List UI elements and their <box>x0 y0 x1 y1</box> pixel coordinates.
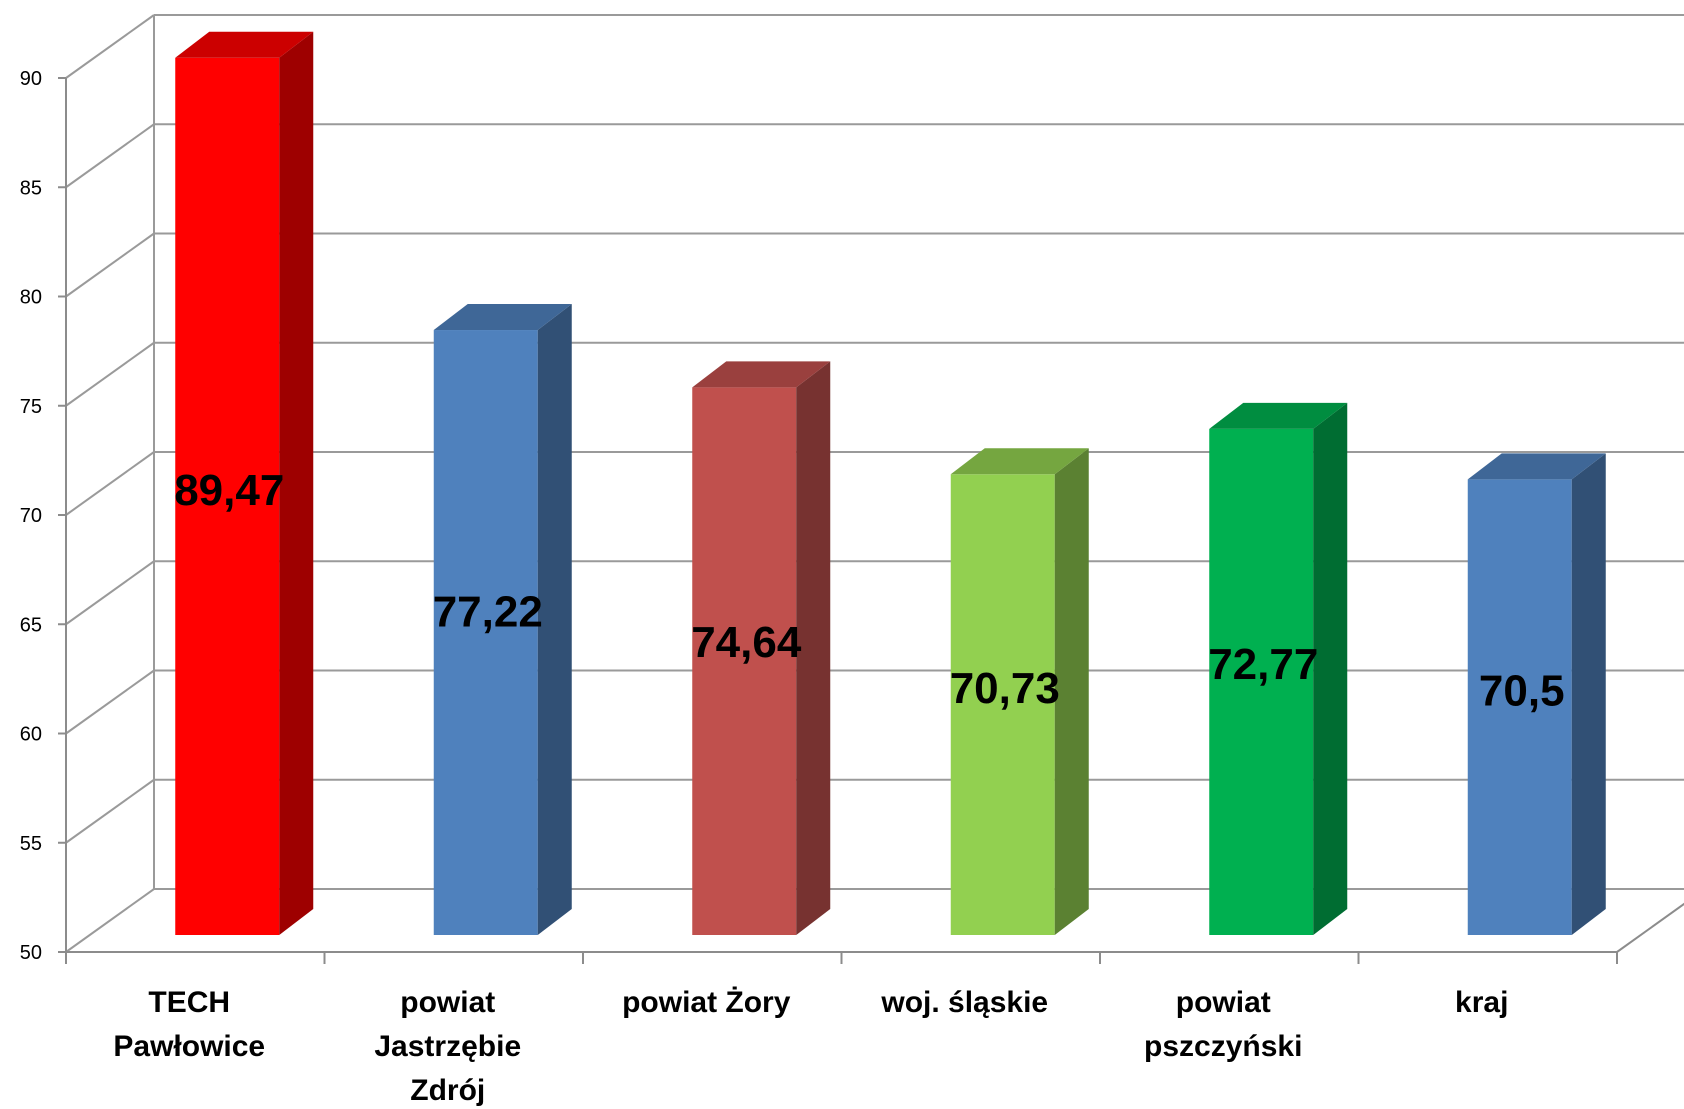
y-tick-label: 90 <box>20 68 42 90</box>
data-label: 70,5 <box>1479 667 1565 716</box>
y-tick-label: 50 <box>20 942 42 964</box>
bar-top <box>1209 402 1348 429</box>
x-tick-label: TECH Pawłowice <box>113 986 265 1063</box>
bar-front <box>175 57 280 936</box>
x-tick-label: kraj <box>1455 986 1508 1019</box>
x-tick-label: powiat Żory <box>622 986 791 1019</box>
y-tick-label: 75 <box>20 396 42 418</box>
data-label: 77,22 <box>433 587 543 636</box>
gridline-diagonal <box>65 451 155 516</box>
gridline-diagonal <box>65 778 155 844</box>
y-axis: 50 55 60 65 70 75 80 85 90 <box>20 68 1618 964</box>
bar-front <box>433 330 538 935</box>
y-tick-label: 65 <box>20 614 42 636</box>
data-label: 70,73 <box>950 664 1060 713</box>
y-tick-label: 70 <box>20 505 42 527</box>
bar-side <box>279 31 314 936</box>
data-label: 72,77 <box>1208 640 1318 689</box>
bar-front <box>692 387 797 936</box>
gridline-diagonal <box>65 14 155 79</box>
bar: 70,5 <box>1467 453 1606 935</box>
gridline-diagonal <box>65 232 155 298</box>
data-label: 74,64 <box>691 618 802 667</box>
bar-top <box>692 361 831 388</box>
bar: 74,64 <box>691 361 831 936</box>
bar-side <box>1571 453 1606 935</box>
y-tick-label: 60 <box>20 724 42 746</box>
data-label: 89,47 <box>174 466 284 515</box>
bar-side <box>537 304 572 935</box>
gridline-diagonal <box>65 669 155 735</box>
gridline-diagonal <box>65 123 155 189</box>
bar-side <box>1313 402 1348 935</box>
bar-top <box>433 304 572 331</box>
bar: 72,77 <box>1208 402 1348 935</box>
bar-top <box>175 31 314 58</box>
x-tick-label: woj. śląskie <box>880 986 1048 1019</box>
bar-top <box>1467 453 1606 480</box>
bar: 70,73 <box>950 448 1089 935</box>
x-tick-label: powiat Jastrzębie Zdrój <box>374 986 521 1107</box>
bar-front <box>1467 479 1572 935</box>
gridline-diagonal <box>65 888 155 953</box>
x-tick-label: powiat pszczyński <box>1144 986 1302 1063</box>
gridline-diagonal <box>65 341 155 407</box>
bar-side <box>796 361 831 936</box>
bar: 89,47 <box>174 31 314 936</box>
x-axis-labels: TECH Pawłowice powiat Jastrzębie Zdrój powiat… <box>113 986 1508 1107</box>
bar-top <box>950 448 1089 475</box>
gridline-diagonal <box>65 560 155 626</box>
y-tick-label: 85 <box>20 177 42 199</box>
floor-edge <box>1616 902 1684 953</box>
bar-side <box>1054 448 1089 935</box>
bar-front <box>1209 428 1314 935</box>
y-tick-label: 55 <box>20 833 42 855</box>
bars: 89,47 77,22 74,64 70,73 72,77 70,5 <box>174 31 1606 936</box>
y-tick-label: 80 <box>20 287 42 309</box>
bar: 77,22 <box>433 304 572 935</box>
bar-front <box>950 474 1055 935</box>
